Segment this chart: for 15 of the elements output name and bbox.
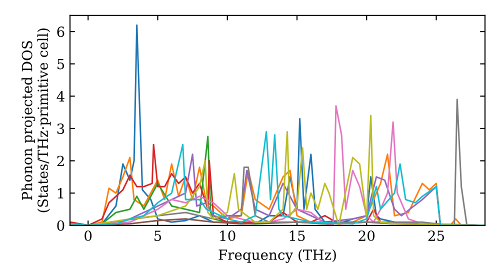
y-tick-label: 2	[57, 156, 64, 166]
x-tick-label: 25	[428, 230, 444, 242]
y-tick-label: 6	[57, 26, 64, 38]
x-tick-label: 0	[84, 230, 92, 242]
x-tick-label: 5	[154, 230, 162, 242]
x-tick-label: 15	[290, 230, 305, 242]
y-tick-label: 0	[57, 220, 64, 231]
x-tick-label: 10	[220, 230, 236, 242]
y-tick-label: 5	[57, 59, 64, 70]
y-tick-label: 4	[56, 91, 64, 102]
y-axis-title: Phonon projected DOS (States/THz·primitive cell)	[22, 28, 51, 212]
y-tick-label: 1	[58, 188, 64, 198]
x-axis-title: Frequency (THz)	[218, 249, 336, 263]
y-tick-label: 3	[57, 123, 64, 134]
x-tick-label: 20	[358, 230, 375, 242]
